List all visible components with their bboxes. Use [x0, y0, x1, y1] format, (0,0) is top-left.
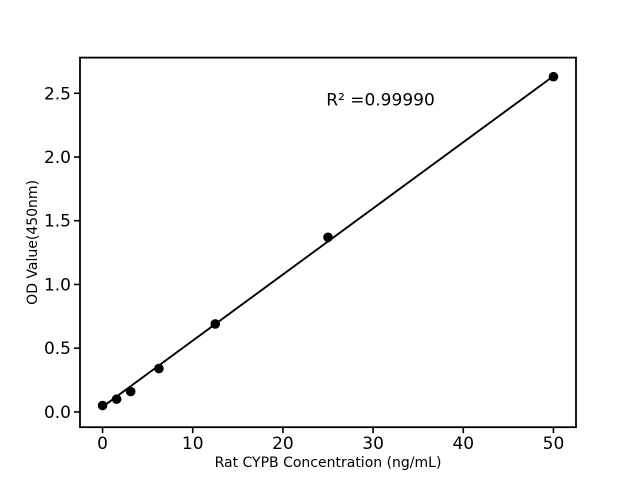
- data-point: [111, 394, 122, 404]
- data-point: [125, 386, 136, 397]
- data-point: [210, 319, 221, 329]
- x-tick-label: 10: [182, 434, 204, 454]
- y-tick-label: 1.0: [44, 275, 71, 295]
- y-axis-label: OD Value(450nm): [25, 180, 41, 305]
- y-tick-label: 1.5: [44, 212, 71, 232]
- x-axis-label: Rat CYPB Concentration (ng/mL): [215, 455, 442, 471]
- x-tick-label: 20: [272, 434, 294, 454]
- r-squared-annotation: R² =0.99990: [326, 91, 435, 111]
- data-point: [97, 400, 108, 411]
- y-tick-label: 0.5: [44, 339, 71, 359]
- x-tick-label: 0: [97, 434, 108, 454]
- data-point: [548, 71, 559, 82]
- x-tick-label: 30: [362, 434, 384, 454]
- x-tick-label: 50: [543, 434, 565, 454]
- y-tick-label: 0.0: [44, 403, 71, 423]
- x-tick-label: 40: [452, 434, 474, 454]
- y-tick-label: 2.5: [44, 84, 71, 104]
- y-tick-label: 2.0: [44, 148, 71, 168]
- data-point: [154, 363, 164, 374]
- data-point: [323, 232, 333, 243]
